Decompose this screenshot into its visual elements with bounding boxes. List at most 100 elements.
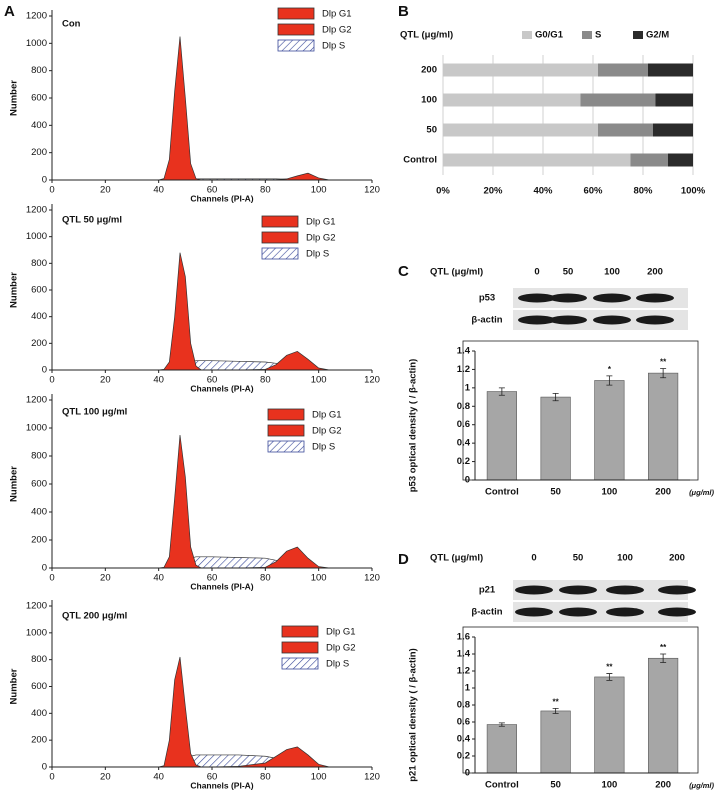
legend-swatch <box>267 440 305 453</box>
bar <box>486 724 517 774</box>
bar-segment <box>653 123 693 137</box>
y-tick-label: 0 <box>42 563 47 574</box>
legend-swatch <box>281 625 319 638</box>
error-bar <box>552 392 559 402</box>
legend-swatch <box>582 31 592 39</box>
y-tick-label: 1000 <box>26 231 47 242</box>
legend-label: Dlp S <box>322 41 345 52</box>
y-tick-label: 0 <box>42 762 47 773</box>
histogram-area <box>158 656 330 768</box>
panel-label: D <box>398 551 409 568</box>
y-tick-label: 100 <box>421 95 437 106</box>
y-tick-label: 600 <box>31 479 47 490</box>
y-tick-label: 0 <box>42 365 47 376</box>
y-tick-label: 50 <box>426 125 437 136</box>
lane-label: 100 <box>617 553 633 564</box>
x-tick-label: 40 <box>153 573 164 584</box>
y-tick-label: 200 <box>421 65 437 76</box>
x-tick-label: 60 <box>207 375 218 386</box>
x-tick-label: 50 <box>550 780 561 791</box>
y-tick-label: 0 <box>42 175 47 186</box>
y-tick-label: 200 <box>31 735 47 746</box>
bar <box>594 676 625 774</box>
x-axis-label: Channels (PI-A) <box>190 193 253 203</box>
y-tick-label: 0.4 <box>457 734 471 745</box>
x-tick-label: 0 <box>49 375 54 386</box>
blot-header: QTL (μg/ml) <box>430 553 483 564</box>
blot-band <box>518 293 556 303</box>
blot-band <box>658 607 696 617</box>
x-tick-label: 60 <box>207 185 218 196</box>
y-axis-label: p21 optical density ( / β-actin) <box>408 648 419 782</box>
y-tick-label: 1.4 <box>457 649 471 660</box>
blot-header: QTL (μg/ml) <box>430 267 483 278</box>
legend-label: Dlp G1 <box>322 9 352 20</box>
y-tick-label: 1200 <box>26 205 47 216</box>
panel-label: C <box>398 263 409 280</box>
significance: * <box>608 365 612 374</box>
bar-segment <box>580 93 656 107</box>
bar <box>594 380 625 481</box>
blot-band <box>593 315 631 325</box>
chart-title: QTL 200 μg/ml <box>62 611 127 622</box>
bar-segment <box>668 153 693 167</box>
x-tick-label: 80 <box>260 185 271 196</box>
blot-strip <box>513 602 688 622</box>
x-tick-label: 20 <box>100 185 111 196</box>
significance: ** <box>553 698 560 707</box>
lane-label: 0 <box>534 267 539 278</box>
bar-segment <box>655 93 693 107</box>
panel-label: B <box>398 3 409 20</box>
error-bar <box>660 368 667 379</box>
blot-band <box>606 607 644 617</box>
y-axis-label: Number <box>9 668 20 704</box>
legend-swatch <box>281 657 319 670</box>
lane-label: 200 <box>669 553 685 564</box>
x-tick-label: 80 <box>260 573 271 584</box>
bar-segment <box>443 93 581 107</box>
blot-band <box>559 607 597 617</box>
y-tick-label: 400 <box>31 311 47 322</box>
x-tick-label: 100 <box>311 185 327 196</box>
legend-swatch <box>267 424 305 437</box>
legend-swatch <box>261 231 299 244</box>
x-tick-label: 0 <box>49 573 54 584</box>
unit-label: (μg/ml) <box>689 488 714 497</box>
bar <box>486 391 517 481</box>
x-tick-label: 120 <box>364 375 380 386</box>
y-tick-label: 1 <box>465 683 471 694</box>
significance: ** <box>660 643 667 652</box>
y-tick-label: 1200 <box>26 601 47 612</box>
lane-label: 100 <box>604 267 620 278</box>
legend-label: Dlp G2 <box>326 643 356 654</box>
legend-title: QTL (μg/ml) <box>400 30 453 41</box>
blot-row-label: p21 <box>479 585 496 596</box>
x-tick-label: 60 <box>207 573 218 584</box>
x-tick-label: 40 <box>153 772 164 783</box>
y-tick-label: 200 <box>31 535 47 546</box>
legend-swatch <box>522 31 532 39</box>
x-tick-label: 50 <box>550 487 561 498</box>
error-bar <box>498 387 505 396</box>
legend-swatch <box>281 641 319 654</box>
bar-segment <box>443 63 598 77</box>
legend-swatch <box>267 408 305 421</box>
y-axis-label: Number <box>9 466 20 502</box>
x-tick-label: 100 <box>601 780 617 791</box>
histogram-area <box>158 36 330 181</box>
x-tick-label: 40 <box>153 185 164 196</box>
y-tick-label: 0.4 <box>457 438 471 449</box>
y-tick-label: 400 <box>31 507 47 518</box>
bar-segment <box>443 153 631 167</box>
x-tick-label: 120 <box>364 185 380 196</box>
x-tick-label: 120 <box>364 772 380 783</box>
legend-swatch <box>277 7 315 20</box>
x-tick-label: 20% <box>483 186 503 197</box>
error-bar <box>552 708 559 714</box>
histogram-area <box>158 434 330 569</box>
significance: ** <box>660 358 667 367</box>
bar-segment <box>598 63 648 77</box>
bar <box>648 657 679 774</box>
x-tick-label: 40 <box>153 375 164 386</box>
